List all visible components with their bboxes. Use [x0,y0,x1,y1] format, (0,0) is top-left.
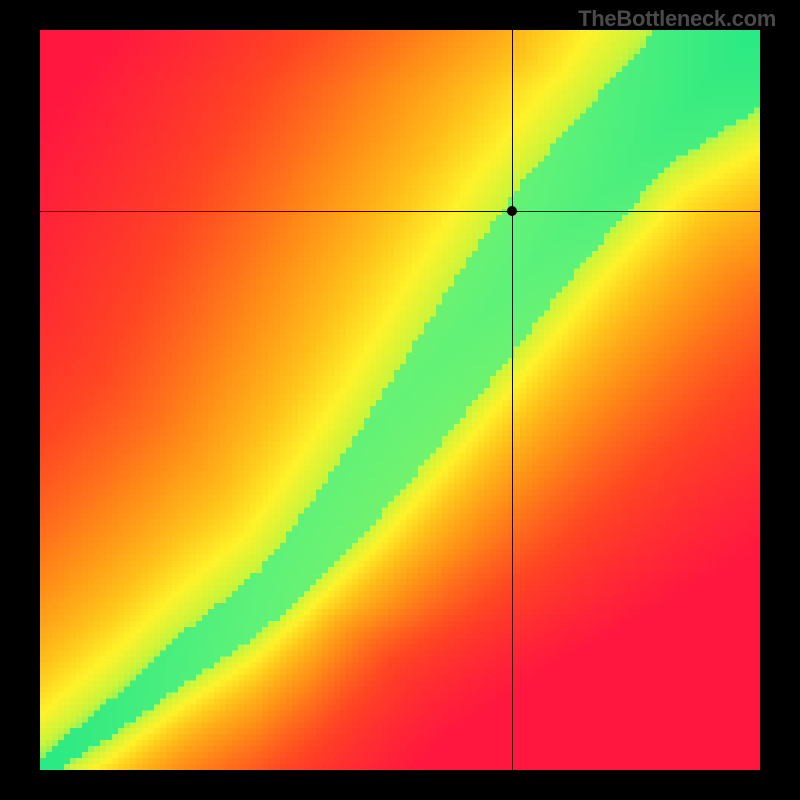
crosshair-vertical [512,30,513,770]
crosshair-marker-dot [507,206,517,216]
watermark-text: TheBottleneck.com [578,6,776,32]
bottleneck-heatmap [40,30,760,770]
plot-area [40,30,760,770]
chart-container: TheBottleneck.com [0,0,800,800]
crosshair-horizontal [40,211,760,212]
